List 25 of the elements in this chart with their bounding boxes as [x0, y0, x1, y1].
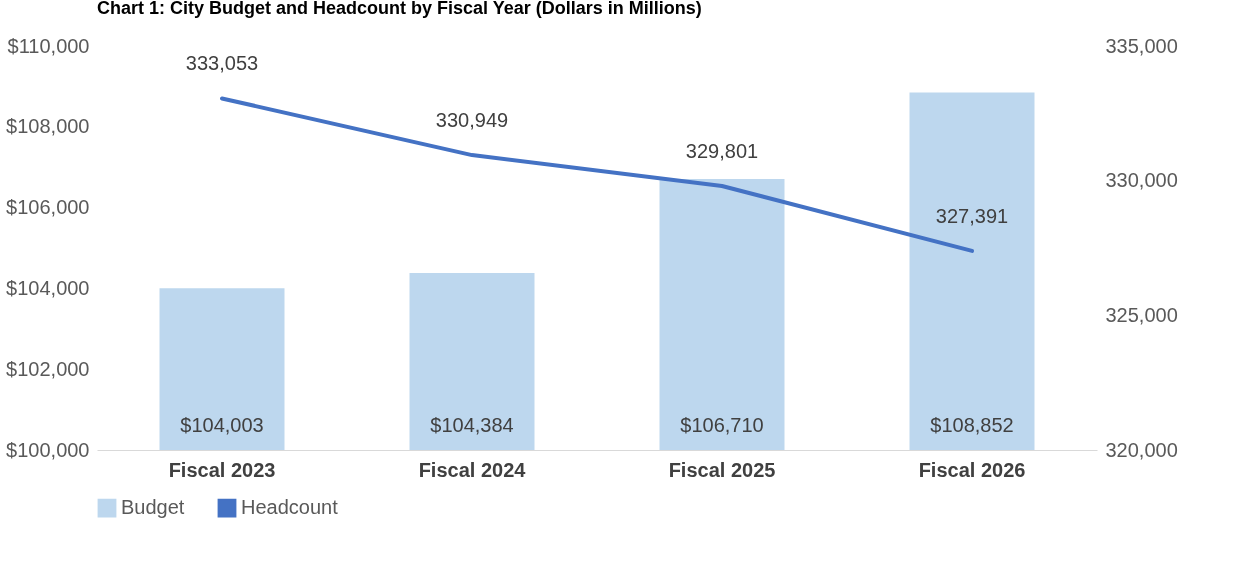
x-tick-label: Fiscal 2026 [918, 458, 1026, 481]
y-tick-label: $100,000 [6, 438, 90, 461]
data-label: 330,949 [435, 109, 509, 132]
data-label: $108,852 [930, 414, 1014, 436]
y-tick-label: $108,000 [6, 115, 90, 138]
legend-label: Headcount [241, 496, 339, 519]
data-label: 327,391 [935, 204, 1009, 227]
y2-tick-label: 330,000 [1105, 169, 1178, 192]
data-label: $104,003 [180, 414, 264, 436]
y-tick-label: $104,000 [6, 276, 90, 299]
x-tick-label: Fiscal 2023 [168, 458, 276, 481]
y2-tick-label: 335,000 [1105, 34, 1178, 57]
y2-tick-label: 320,000 [1105, 438, 1178, 461]
y-tick-label: $110,000 [7, 34, 90, 57]
data-label: $104,384 [430, 414, 514, 436]
x-tick-label: Fiscal 2024 [418, 458, 527, 481]
chart-title: Chart 1: City Budget and Headcount by Fiscal Year (Dollars in Millions) [97, 0, 702, 18]
data-label: 329,801 [685, 140, 759, 163]
y-tick-label: $102,000 [6, 357, 90, 380]
y2-tick-label: 325,000 [1105, 303, 1178, 326]
legend-label: Budget [121, 496, 185, 519]
x-tick-label: Fiscal 2025 [668, 458, 776, 481]
data-label: $106,710 [680, 414, 764, 436]
y-tick-label: $106,000 [6, 196, 90, 219]
data-label: 333,053 [185, 52, 259, 75]
